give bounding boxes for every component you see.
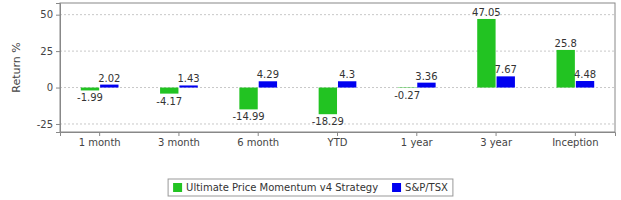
bar bbox=[417, 83, 435, 88]
plot-frame bbox=[60, 3, 615, 132]
y-tick: 50 bbox=[40, 9, 60, 20]
y-axis-title: Return % bbox=[10, 42, 23, 92]
y-tick-label: 50 bbox=[40, 9, 53, 20]
x-axis: 1 month 3 month 6 month YTD 1 year 3 year Ince… bbox=[61, 132, 616, 148]
data-label: 47.05 bbox=[472, 7, 501, 18]
bar bbox=[160, 88, 178, 94]
x-tick-label: 1 year bbox=[401, 137, 434, 148]
x-tick: 1 year bbox=[401, 132, 434, 148]
x-tick-label: 6 month bbox=[237, 137, 279, 148]
y-tick-mark bbox=[56, 51, 60, 52]
x-axis-line bbox=[61, 133, 616, 137]
y-tick-label: 0 bbox=[47, 82, 53, 93]
bar bbox=[338, 81, 356, 87]
bar bbox=[576, 81, 594, 88]
bar bbox=[477, 19, 495, 88]
x-tick-mark bbox=[258, 132, 259, 136]
data-label: -14.99 bbox=[232, 111, 264, 122]
x-tick: 3 year bbox=[480, 132, 513, 148]
bar bbox=[81, 88, 99, 91]
legend-label: Ultimate Price Momentum v4 Strategy bbox=[186, 182, 378, 193]
x-tick: 3 month bbox=[158, 132, 200, 148]
grid bbox=[60, 15, 615, 124]
legend-swatch bbox=[392, 183, 401, 192]
x-tick-mark bbox=[99, 132, 100, 136]
data-label: 25.8 bbox=[555, 38, 577, 49]
x-tick-mark bbox=[496, 132, 497, 136]
bar bbox=[239, 88, 257, 110]
x-tick: YTD bbox=[327, 132, 348, 148]
legend-label: S&P/TSX bbox=[405, 182, 448, 193]
legend-swatch bbox=[173, 183, 182, 192]
data-label: 3.36 bbox=[415, 71, 437, 82]
y-tick: 0 bbox=[47, 82, 60, 93]
bar bbox=[100, 85, 118, 88]
data-label: 4.3 bbox=[339, 69, 355, 80]
x-tick-label: 3 year bbox=[480, 137, 513, 148]
data-label: -18.29 bbox=[312, 116, 344, 127]
x-tick-mark bbox=[416, 132, 417, 136]
x-tick-mark bbox=[178, 132, 179, 136]
data-label: 1.43 bbox=[177, 73, 199, 84]
y-tick-mark bbox=[56, 88, 60, 89]
bars bbox=[81, 19, 594, 114]
y-tick: 25 bbox=[40, 46, 60, 57]
data-label: -4.17 bbox=[156, 96, 182, 107]
bar bbox=[319, 88, 337, 115]
y-tick-mark bbox=[56, 124, 60, 125]
grid-line bbox=[60, 87, 615, 88]
data-label: 4.29 bbox=[257, 69, 279, 80]
y-axis-line bbox=[56, 4, 61, 133]
x-tick: Inception bbox=[552, 132, 598, 148]
y-tick-mark bbox=[56, 15, 60, 16]
data-label: 7.67 bbox=[495, 64, 517, 75]
x-tick-mark bbox=[575, 132, 576, 136]
x-tick-label: YTD bbox=[327, 137, 348, 148]
x-tick-label: 1 month bbox=[79, 137, 121, 148]
plot: -1.99 -4.17 -14.99 -18.29 -0.27 47.05 25.8 2.02… bbox=[37, 3, 616, 148]
x-tick-label: Inception bbox=[552, 137, 598, 148]
bar bbox=[398, 87, 416, 88]
chart: -1.99 -4.17 -14.99 -18.29 -0.27 47.05 25.8 2.02… bbox=[0, 0, 621, 200]
data-label: -0.27 bbox=[394, 90, 420, 101]
y-axis: -25 0 25 50 bbox=[37, 4, 61, 133]
grid-line bbox=[60, 51, 615, 52]
data-label: -1.99 bbox=[77, 92, 103, 103]
bar bbox=[497, 76, 515, 87]
x-tick-label: 3 month bbox=[158, 137, 200, 148]
data-label: 2.02 bbox=[98, 73, 120, 84]
y-tick-label: -25 bbox=[37, 119, 53, 130]
x-tick: 6 month bbox=[237, 132, 279, 148]
data-labels: -1.99 -4.17 -14.99 -18.29 -0.27 47.05 25.8 2.02… bbox=[77, 7, 596, 127]
y-tick-label: 25 bbox=[40, 46, 53, 57]
legend-item: Ultimate Price Momentum v4 Strategy bbox=[173, 182, 378, 193]
bar bbox=[259, 81, 277, 87]
legend: Ultimate Price Momentum v4 Strategy S&P/T… bbox=[168, 179, 453, 196]
bar bbox=[557, 50, 575, 88]
bar bbox=[179, 85, 197, 87]
x-tick-mark bbox=[337, 132, 338, 136]
y-tick: -25 bbox=[37, 119, 60, 130]
data-label: 4.48 bbox=[574, 69, 596, 80]
x-tick: 1 month bbox=[79, 132, 121, 148]
grid-line bbox=[60, 14, 615, 15]
legend-frame bbox=[168, 179, 453, 196]
legend-item: S&P/TSX bbox=[392, 182, 448, 193]
